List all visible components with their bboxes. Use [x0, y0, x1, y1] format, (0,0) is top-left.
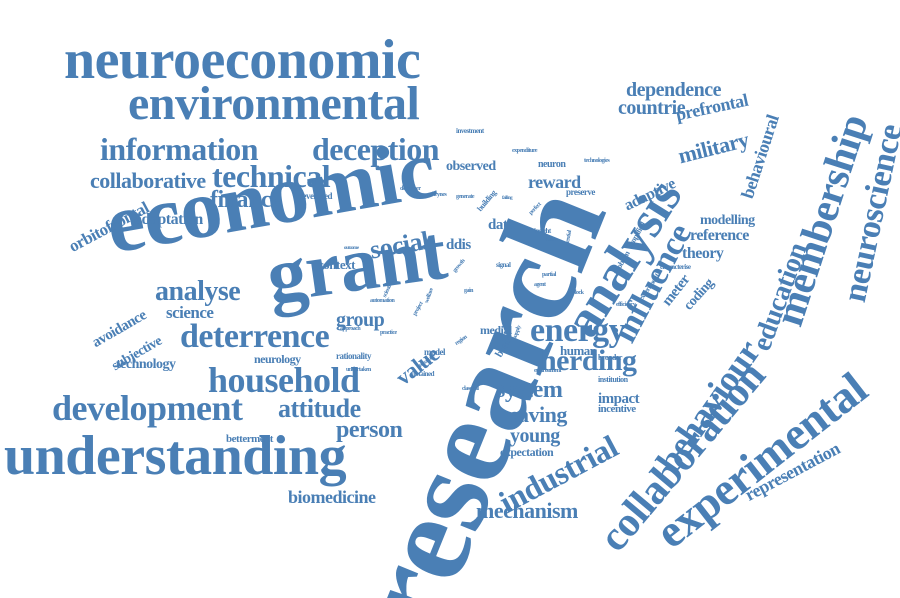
word: dependence [626, 79, 722, 101]
word: medial [480, 323, 512, 337]
word: reference [690, 227, 749, 244]
word: generate [456, 194, 475, 200]
word: collaborative [90, 168, 206, 193]
word: keynes [432, 192, 447, 198]
word: neurology [254, 352, 301, 366]
word: impact [598, 391, 640, 407]
word: investment [456, 127, 484, 135]
word: broader [598, 353, 622, 362]
word: efficiency [616, 302, 636, 308]
word: rationality [336, 351, 372, 361]
word: neuroeconomic [64, 29, 421, 91]
word: gain [464, 288, 474, 294]
word: signal [496, 261, 511, 269]
word: energy [530, 312, 626, 349]
word: military [675, 126, 752, 169]
word: classical [462, 386, 479, 392]
word: failing [502, 196, 513, 201]
word: science [166, 303, 214, 322]
word: analyse [155, 276, 241, 307]
word: young [510, 425, 560, 447]
word: agent [534, 282, 546, 288]
word: herding [540, 344, 637, 377]
word: technology [116, 357, 176, 372]
word: expenditure [512, 148, 538, 154]
word: developer [400, 186, 421, 192]
word: technologies [584, 158, 610, 164]
word: human [560, 343, 597, 358]
word: finance [210, 187, 282, 213]
word: biomedicine [288, 487, 376, 507]
word: saving [510, 402, 567, 427]
word: neuron [538, 159, 566, 170]
word: environment [534, 368, 562, 374]
word: understanding [4, 425, 347, 487]
word: betterment [226, 433, 273, 445]
word: observed [446, 159, 496, 174]
word: attitude [278, 394, 361, 423]
word: deterrence [180, 318, 330, 355]
word: insight [534, 227, 551, 235]
word: based [546, 238, 556, 243]
word: adaptation [134, 211, 203, 228]
word: technical [212, 158, 331, 194]
word: theory [682, 245, 724, 262]
word: expectation [500, 445, 554, 459]
word: partial [542, 272, 556, 278]
word: model [424, 347, 446, 357]
word: household [208, 360, 360, 400]
word: preserve [566, 187, 595, 197]
word: mechanism [476, 498, 578, 523]
word: characterise [660, 263, 691, 271]
word: system [496, 377, 563, 403]
word: approach [340, 326, 361, 332]
word: incentive [598, 403, 636, 415]
word: automation [370, 298, 395, 304]
word: developed [298, 191, 333, 201]
word: group [336, 309, 385, 331]
word: modelling [700, 213, 755, 228]
word: environmental [128, 77, 420, 130]
word: outcome [344, 246, 359, 251]
word: data [488, 217, 515, 233]
word: context [318, 257, 355, 272]
word: undertaken [346, 367, 371, 373]
word: countrie [618, 97, 686, 119]
word: information [100, 131, 259, 167]
word: practice [380, 330, 397, 336]
word: block [572, 290, 584, 296]
word: obtained [412, 370, 435, 378]
word: deception [312, 131, 440, 167]
word: ddis [446, 237, 471, 253]
word: development [52, 388, 243, 428]
word: reward [528, 172, 581, 192]
word: person [336, 417, 403, 443]
word: institution [598, 375, 628, 384]
word: project [412, 301, 425, 317]
